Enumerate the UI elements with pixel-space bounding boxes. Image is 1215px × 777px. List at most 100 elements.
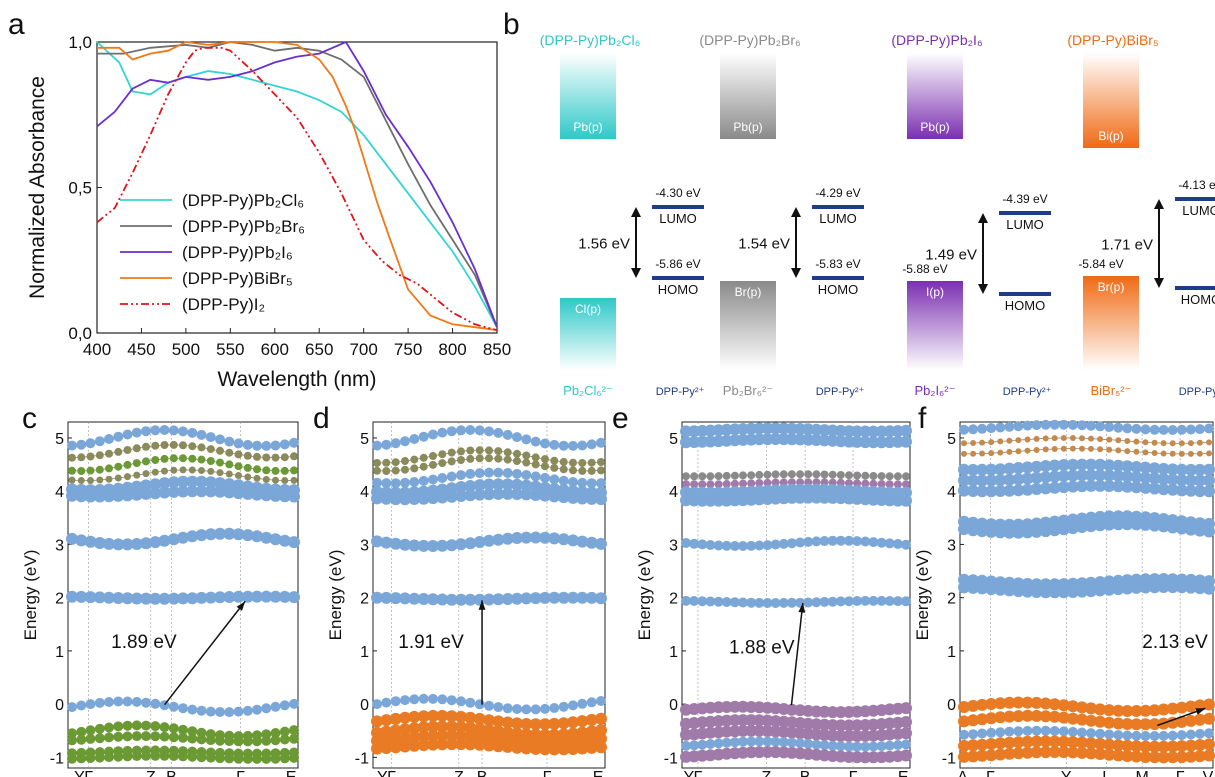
- homo-label: HOMO: [658, 282, 698, 297]
- band-point: [1003, 710, 1016, 723]
- band-point: [697, 539, 708, 550]
- band-point: [400, 477, 410, 488]
- band-point: [140, 487, 152, 500]
- band-point: [168, 425, 179, 436]
- band-point: [1030, 709, 1043, 722]
- band-point: [705, 739, 716, 749]
- band-point: [1076, 521, 1088, 533]
- band-point: [976, 474, 989, 487]
- band-point: [1185, 424, 1196, 435]
- band-point: [93, 490, 106, 503]
- band-point: [234, 450, 243, 459]
- band-point: [159, 731, 170, 742]
- band-point: [261, 753, 272, 764]
- band-point: [1142, 449, 1149, 456]
- band-point: [243, 451, 252, 460]
- band-point: [1157, 740, 1170, 753]
- band-point: [1030, 586, 1043, 598]
- band-point: [1004, 726, 1015, 737]
- band-point: [977, 423, 988, 434]
- band-point: [968, 424, 979, 435]
- band-point: [408, 731, 421, 744]
- band-point: [187, 427, 198, 438]
- band-point: [587, 466, 596, 475]
- band-point: [1030, 525, 1043, 538]
- band-point: [597, 466, 605, 475]
- homo-label: HOMO: [1005, 298, 1045, 313]
- band-point: [1121, 750, 1134, 762]
- band-point: [104, 434, 114, 444]
- band-point: [587, 458, 596, 467]
- band-point: [1166, 463, 1179, 476]
- gap-value: 1.54 eV: [738, 236, 790, 253]
- band-point: [204, 485, 217, 498]
- band-point: [67, 753, 77, 764]
- band-point: [819, 536, 830, 546]
- band-point: [389, 712, 402, 725]
- band-point: [418, 431, 429, 442]
- band-point: [77, 467, 86, 475]
- band-point: [1121, 574, 1134, 587]
- band-point: [465, 697, 476, 708]
- band-point: [465, 425, 476, 435]
- band-point: [1013, 421, 1024, 432]
- band-point: [967, 714, 980, 727]
- band-point: [689, 596, 700, 606]
- band-point: [502, 429, 513, 440]
- band-point: [455, 481, 467, 493]
- band-point: [861, 471, 870, 480]
- band-point: [860, 741, 871, 752]
- band-point: [233, 706, 244, 717]
- y-tick-label: 4: [669, 484, 678, 501]
- band-point: [1094, 576, 1107, 589]
- band-point: [1139, 740, 1152, 753]
- band-point: [131, 731, 142, 742]
- y-axis-label: Energy (eV): [21, 550, 40, 641]
- arrow-head: [236, 601, 246, 611]
- band-point: [475, 454, 484, 463]
- band-point: [456, 470, 466, 481]
- band-point: [261, 703, 272, 714]
- band-point: [1193, 750, 1206, 763]
- band-point: [215, 753, 225, 764]
- band-point: [195, 485, 208, 498]
- band-point: [122, 731, 133, 742]
- band-point: [577, 698, 588, 709]
- cation-label: DPP-Py²⁺: [816, 386, 865, 398]
- top-block: [560, 53, 616, 139]
- band-point: [529, 480, 542, 493]
- band-point: [1148, 472, 1161, 485]
- band-point: [698, 480, 707, 489]
- band-point: [104, 697, 114, 707]
- band-point: [1203, 474, 1215, 487]
- band-point: [967, 581, 980, 594]
- lumo-label: LUMO: [1006, 217, 1044, 232]
- band-point: [251, 590, 263, 603]
- band-point: [114, 474, 122, 482]
- band-point: [142, 470, 150, 478]
- band-point: [399, 740, 411, 753]
- band-point: [427, 540, 439, 552]
- band-point: [1048, 470, 1061, 483]
- band-point: [140, 537, 152, 550]
- band-point: [1169, 440, 1176, 447]
- band-point: [1094, 584, 1107, 597]
- y-tick-label: -1: [50, 750, 64, 767]
- band-point: [1158, 730, 1169, 741]
- band-point: [884, 740, 895, 751]
- band-point: [1057, 586, 1070, 599]
- kpoint-label: E: [593, 769, 604, 777]
- band-point: [253, 474, 261, 482]
- band-point: [1085, 479, 1097, 492]
- band-point: [196, 429, 207, 440]
- band-point: [456, 696, 466, 707]
- series-line: [96, 41, 498, 328]
- band-point: [494, 454, 503, 463]
- band-point: [976, 525, 989, 538]
- band-point: [1175, 715, 1188, 728]
- band-point: [493, 467, 504, 478]
- band-point: [1157, 473, 1170, 486]
- band-point: [446, 695, 457, 706]
- band-point: [1076, 512, 1088, 525]
- band-point: [417, 721, 430, 734]
